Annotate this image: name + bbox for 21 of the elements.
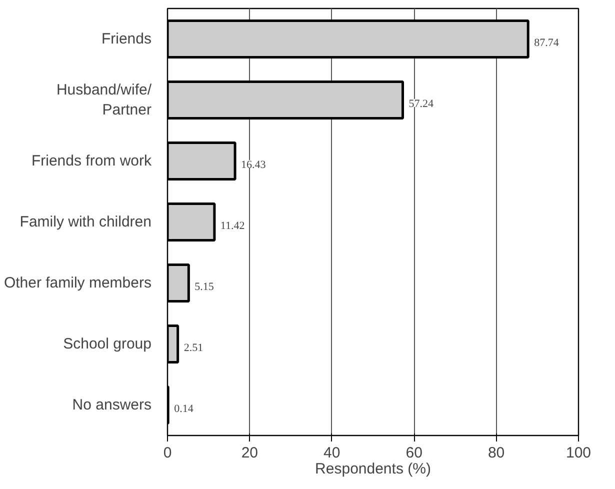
data-label: 5.15 bbox=[194, 281, 214, 293]
data-label: 87.74 bbox=[534, 37, 560, 49]
x-tick-label: 40 bbox=[324, 444, 340, 462]
y-tick-label: Husband/wife/ Partner bbox=[56, 81, 152, 119]
y-tick-label: School group bbox=[63, 336, 152, 352]
data-label: 16.43 bbox=[241, 159, 266, 171]
data-label: 57.24 bbox=[408, 98, 434, 110]
y-tick-label: Friends from work bbox=[31, 152, 152, 170]
x-axis-title: Respondents (%) bbox=[315, 460, 431, 478]
y-tick-label: Other family members bbox=[4, 274, 152, 292]
x-tick-label: 100 bbox=[566, 444, 592, 462]
y-tick-label: No answers bbox=[72, 396, 152, 414]
y-tick-label: Friends bbox=[101, 30, 152, 48]
x-tick-label: 20 bbox=[241, 444, 258, 462]
x-tick-label: 0 bbox=[163, 444, 172, 462]
x-tick-label: 60 bbox=[406, 444, 422, 462]
data-label: 2.51 bbox=[184, 342, 204, 354]
data-label: 11.42 bbox=[220, 220, 245, 232]
data-label: 0.14 bbox=[174, 403, 194, 415]
y-tick-label: Family with children bbox=[20, 214, 152, 230]
x-tick-label: 80 bbox=[488, 444, 505, 462]
